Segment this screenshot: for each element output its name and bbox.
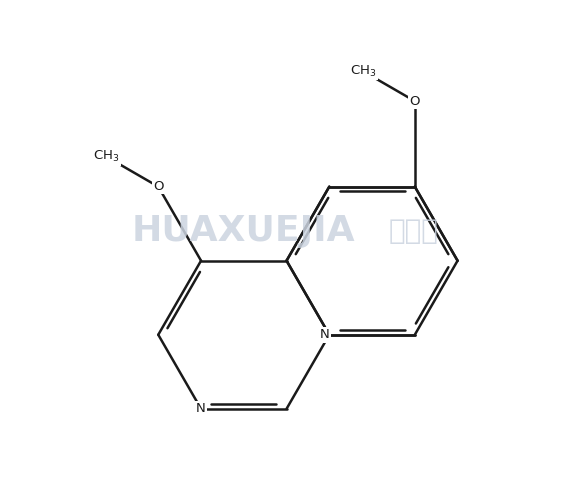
- Text: O: O: [153, 180, 164, 193]
- Text: N: N: [196, 402, 206, 415]
- Text: O: O: [409, 95, 420, 108]
- Text: N: N: [320, 328, 330, 341]
- Text: HUAXUEJIA: HUAXUEJIA: [131, 214, 355, 248]
- Text: CH$_3$: CH$_3$: [350, 64, 376, 79]
- Text: 化学加: 化学加: [389, 216, 439, 244]
- Text: CH$_3$: CH$_3$: [93, 149, 120, 164]
